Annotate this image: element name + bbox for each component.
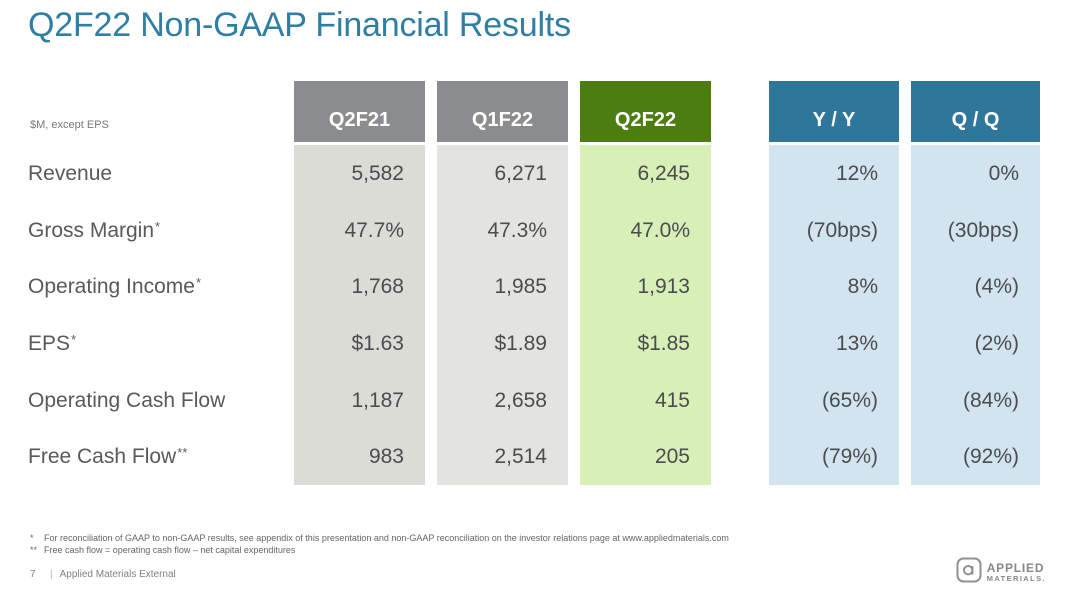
column-header-q2f21: Q2F21 [294, 81, 425, 142]
applied-materials-logo: APPLIED MATERIALS. [956, 557, 1046, 588]
unit-note: $M, except EPS [30, 119, 109, 131]
cell-eps-q1f22: $1.89 [494, 331, 547, 355]
cell-eps-q2f22: $1.85 [637, 331, 690, 355]
row-label-operating-cash-flow: Operating Cash Flow [28, 388, 226, 412]
row-label-revenue: Revenue [28, 161, 113, 185]
column-header-q2f22: Q2F22 [580, 81, 711, 142]
column-header-q1f22: Q1F22 [437, 81, 568, 142]
footnote-marker: ** [30, 545, 38, 555]
cell-gross-margin-qq: (30bps) [947, 218, 1019, 242]
column-header-label: Q / Q [951, 109, 1000, 131]
column-header-label: Y / Y [812, 109, 856, 131]
cell-revenue-qq: 0% [988, 161, 1019, 185]
cell-operating-income-q1f22: 1,985 [494, 274, 547, 298]
cell-operating-cash-flow-yy: (65%) [821, 388, 878, 412]
row-label-eps: EPS * [28, 331, 77, 355]
cell-free-cash-flow-yy: (79%) [821, 444, 878, 468]
cell-eps-yy: 13% [835, 331, 878, 355]
column-body-qq [911, 145, 1040, 485]
cell-operating-cash-flow-q2f21: 1,187 [351, 388, 404, 412]
footer-label: Applied Materials External [59, 569, 176, 580]
slide-footer: 7 | Applied Materials External [30, 569, 176, 580]
footnotes: * For reconciliation of GAAP to non-GAAP… [30, 532, 729, 556]
page-title: Q2F22 Non-GAAP Financial Results [28, 6, 571, 44]
column-body-q2f21 [294, 145, 425, 485]
cell-revenue-yy: 12% [835, 161, 878, 185]
logo-word-applied: APPLIED [986, 561, 1045, 575]
footer-divider: | [50, 569, 53, 580]
footnote-reconciliation: * For reconciliation of GAAP to non-GAAP… [30, 532, 729, 544]
column-header-label: Q2F22 [614, 109, 677, 131]
cell-operating-cash-flow-qq: (84%) [962, 388, 1019, 412]
cell-eps-qq: (2%) [974, 331, 1019, 355]
column-header-yy: Y / Y [769, 81, 899, 142]
row-label-free-cash-flow: Free Cash Flow ** [28, 444, 188, 468]
footnote-marker: * [30, 533, 34, 543]
column-body-q2f22 [580, 145, 711, 485]
cell-revenue-q2f21: 5,582 [351, 161, 404, 185]
cell-gross-margin-q1f22: 47.3% [487, 218, 547, 242]
cell-operating-income-q2f22: 1,913 [637, 274, 690, 298]
cell-operating-cash-flow-q2f22: 415 [654, 388, 690, 412]
page-number: 7 [30, 569, 36, 580]
row-label-operating-income: Operating Income * [28, 274, 201, 298]
cell-revenue-q2f22: 6,245 [637, 161, 690, 185]
footnote-text: For reconciliation of GAAP to non-GAAP r… [44, 533, 729, 543]
cell-gross-margin-q2f21: 47.7% [344, 218, 404, 242]
cell-free-cash-flow-q2f21: 983 [368, 444, 404, 468]
cell-gross-margin-q2f22: 47.0% [630, 218, 690, 242]
footnote-text: Free cash flow = operating cash flow – n… [44, 545, 296, 555]
row-label-gross-margin: Gross Margin * [28, 218, 161, 242]
cell-operating-cash-flow-q1f22: 2,658 [494, 388, 547, 412]
cell-eps-q2f21: $1.63 [351, 331, 404, 355]
applied-materials-logo-text: APPLIED MATERIALS. [987, 562, 1046, 583]
cell-free-cash-flow-q2f22: 205 [654, 444, 690, 468]
cell-operating-income-qq: (4%) [974, 274, 1019, 298]
footnote-free-cash-flow: ** Free cash flow = operating cash flow … [30, 544, 729, 556]
cell-operating-income-q2f21: 1,768 [351, 274, 404, 298]
cell-operating-income-yy: 8% [847, 274, 878, 298]
cell-gross-margin-yy: (70bps) [806, 218, 878, 242]
column-header-label: Q1F22 [471, 109, 534, 131]
column-header-qq: Q / Q [911, 81, 1040, 142]
column-header-label: Q2F21 [328, 109, 391, 131]
cell-free-cash-flow-q1f22: 2,514 [494, 444, 547, 468]
column-body-q1f22 [437, 145, 568, 485]
cell-revenue-q1f22: 6,271 [494, 161, 547, 185]
cell-free-cash-flow-qq: (92%) [962, 444, 1019, 468]
column-body-yy [769, 145, 899, 485]
logo-word-materials: MATERIALS. [986, 574, 1046, 583]
applied-materials-logo-icon [956, 557, 982, 588]
